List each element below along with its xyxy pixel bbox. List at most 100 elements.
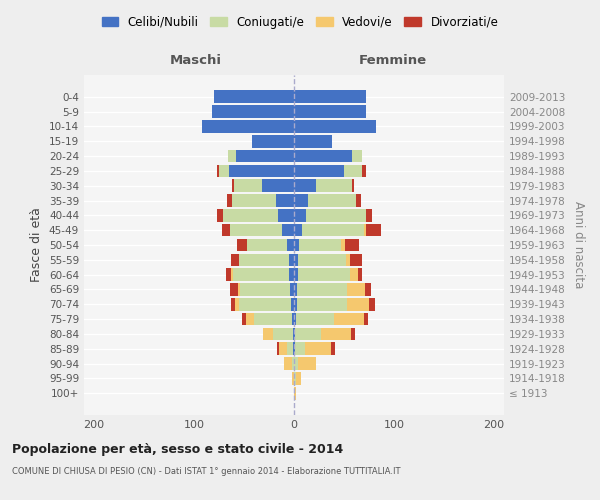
Bar — [284, 358, 292, 370]
Bar — [292, 372, 294, 384]
Bar — [231, 298, 235, 310]
Bar — [219, 164, 229, 177]
Bar — [334, 313, 364, 326]
Bar — [297, 298, 347, 310]
Bar — [277, 342, 279, 355]
Bar — [321, 328, 351, 340]
Bar — [239, 254, 289, 266]
Bar — [246, 313, 254, 326]
Bar — [294, 238, 299, 252]
Bar — [279, 342, 287, 355]
Bar — [240, 283, 290, 296]
Bar — [294, 268, 298, 281]
Bar — [289, 268, 294, 281]
Text: COMUNE DI CHIUSA DI PESIO (CN) - Dati ISTAT 1° gennaio 2014 - Elaborazione TUTTI: COMUNE DI CHIUSA DI PESIO (CN) - Dati IS… — [12, 468, 401, 476]
Text: Popolazione per età, sesso e stato civile - 2014: Popolazione per età, sesso e stato civil… — [12, 442, 343, 456]
Bar — [226, 268, 231, 281]
Bar — [294, 120, 376, 132]
Bar — [239, 298, 291, 310]
Bar — [236, 150, 294, 162]
Bar — [299, 238, 341, 252]
Bar — [365, 283, 371, 296]
Bar — [227, 194, 232, 207]
Bar — [294, 342, 295, 355]
Y-axis label: Anni di nascita: Anni di nascita — [572, 202, 585, 288]
Bar — [306, 209, 366, 222]
Text: Femmine: Femmine — [359, 54, 427, 66]
Bar — [295, 328, 321, 340]
Bar — [302, 224, 364, 236]
Bar — [290, 283, 294, 296]
Bar — [294, 194, 308, 207]
Bar — [341, 238, 345, 252]
Bar — [294, 387, 296, 400]
Bar — [228, 150, 236, 162]
Bar — [230, 283, 238, 296]
Bar — [352, 150, 362, 162]
Bar — [296, 313, 334, 326]
Bar — [294, 150, 352, 162]
Bar — [352, 180, 354, 192]
Bar — [294, 224, 302, 236]
Bar — [238, 283, 240, 296]
Bar — [294, 180, 316, 192]
Bar — [294, 283, 297, 296]
Bar — [293, 342, 294, 355]
Bar — [350, 254, 362, 266]
Bar — [356, 194, 361, 207]
Bar — [231, 254, 239, 266]
Bar — [305, 342, 331, 355]
Bar — [235, 298, 239, 310]
Bar — [298, 358, 316, 370]
Bar — [298, 254, 346, 266]
Bar — [282, 224, 294, 236]
Bar — [295, 342, 305, 355]
Bar — [234, 180, 262, 192]
Bar — [331, 342, 335, 355]
Bar — [347, 298, 369, 310]
Bar — [247, 238, 287, 252]
Bar — [294, 164, 344, 177]
Bar — [287, 238, 294, 252]
Bar — [364, 313, 368, 326]
Bar — [344, 164, 362, 177]
Bar — [214, 90, 294, 103]
Bar — [364, 224, 366, 236]
Bar — [366, 209, 372, 222]
Bar — [294, 313, 296, 326]
Bar — [294, 135, 332, 147]
Bar — [296, 372, 301, 384]
Bar — [294, 358, 298, 370]
Bar — [263, 328, 273, 340]
Bar — [350, 268, 358, 281]
Bar — [242, 313, 246, 326]
Bar — [222, 224, 230, 236]
Bar — [252, 135, 294, 147]
Bar — [291, 298, 294, 310]
Bar — [289, 254, 294, 266]
Bar — [294, 298, 297, 310]
Bar — [223, 209, 278, 222]
Bar — [294, 90, 366, 103]
Bar — [230, 224, 282, 236]
Bar — [232, 194, 276, 207]
Bar — [217, 164, 219, 177]
Legend: Celibi/Nubili, Coniugati/e, Vedovi/e, Divorziati/e: Celibi/Nubili, Coniugati/e, Vedovi/e, Di… — [97, 11, 503, 34]
Bar — [362, 164, 366, 177]
Y-axis label: Fasce di età: Fasce di età — [31, 208, 43, 282]
Bar — [345, 238, 359, 252]
Bar — [237, 238, 247, 252]
Bar — [292, 313, 294, 326]
Bar — [278, 209, 294, 222]
Bar — [212, 106, 294, 118]
Bar — [229, 164, 294, 177]
Bar — [231, 268, 233, 281]
Bar — [297, 283, 347, 296]
Bar — [294, 254, 298, 266]
Bar — [346, 254, 350, 266]
Text: Maschi: Maschi — [169, 54, 221, 66]
Bar — [287, 342, 293, 355]
Bar — [358, 268, 362, 281]
Bar — [292, 358, 294, 370]
Bar — [369, 298, 375, 310]
